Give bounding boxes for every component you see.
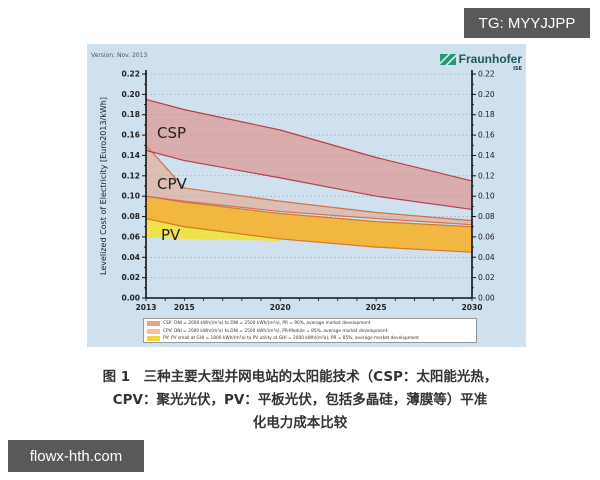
- svg-text:0.00: 0.00: [121, 294, 140, 303]
- svg-text:PV: PV: [161, 226, 181, 244]
- svg-text:CPV: CPV: [157, 175, 188, 193]
- svg-text:0.10: 0.10: [478, 192, 495, 201]
- svg-text:2015: 2015: [174, 303, 195, 312]
- svg-text:0.16: 0.16: [478, 131, 495, 140]
- svg-text:CSP: CSP: [157, 124, 186, 142]
- svg-text:0.08: 0.08: [478, 212, 495, 221]
- legend-item-pv: PV: PV small at GHI = 1800 kWh/(m²a) to …: [147, 335, 473, 343]
- svg-text:0.02: 0.02: [121, 273, 140, 282]
- svg-text:0.06: 0.06: [478, 232, 495, 241]
- svg-text:0.14: 0.14: [478, 151, 495, 160]
- svg-text:0.08: 0.08: [121, 212, 140, 221]
- svg-text:0.22: 0.22: [121, 70, 140, 79]
- svg-text:Levelized Cost of Electricity: Levelized Cost of Electricity [Euro2013/…: [99, 97, 108, 275]
- version-note: Version: Nov. 2013: [91, 52, 148, 59]
- chart-figure: Version: Nov. 2013 Fraunhofer ISE 0.00 0.…: [87, 44, 526, 347]
- svg-text:0.20: 0.20: [478, 90, 495, 99]
- svg-text:0.12: 0.12: [121, 171, 140, 180]
- logo-subtitle: ISE: [513, 66, 522, 72]
- svg-text:0.18: 0.18: [121, 110, 140, 119]
- fraunhofer-logo-icon: [439, 53, 456, 65]
- figure-caption: 图 1 三种主要大型并网电站的太阳能技术（CSP：太阳能光热， CPV：聚光光伏…: [102, 369, 498, 431]
- legend-swatch: [147, 321, 160, 327]
- svg-text:0.04: 0.04: [121, 253, 140, 262]
- fraunhofer-logo: Fraunhofer: [439, 52, 522, 66]
- svg-text:2025: 2025: [366, 303, 387, 312]
- legend-swatch: [147, 328, 160, 334]
- svg-text:0.12: 0.12: [478, 171, 495, 180]
- svg-text:0.00: 0.00: [478, 294, 495, 303]
- watermark-bottom: flowx-hth.com: [8, 440, 144, 472]
- svg-text:0.06: 0.06: [121, 232, 140, 241]
- chart-legend: CSP: DNI = 2000 kWh/(m²a) to DNI = 2500 …: [143, 318, 477, 343]
- svg-text:0.22: 0.22: [478, 70, 495, 79]
- svg-text:0.14: 0.14: [121, 151, 140, 160]
- svg-text:0.04: 0.04: [478, 253, 495, 262]
- legend-swatch: [147, 336, 160, 342]
- svg-text:0.18: 0.18: [478, 110, 495, 119]
- svg-text:0.02: 0.02: [478, 273, 495, 282]
- svg-text:0.16: 0.16: [121, 131, 140, 140]
- svg-text:0.20: 0.20: [121, 90, 140, 99]
- svg-text:2030: 2030: [462, 303, 483, 312]
- legend-item-csp: CSP: DNI = 2000 kWh/(m²a) to DNI = 2500 …: [147, 320, 473, 328]
- svg-text:0.10: 0.10: [121, 192, 140, 201]
- svg-text:2020: 2020: [270, 303, 291, 312]
- chart-plot: 0.00 0.00 0.02 0.02 0.04 0.04 0.06 0.06 0.08 0.08…: [99, 70, 495, 313]
- svg-text:2013: 2013: [136, 303, 157, 312]
- watermark-top: TG: MYYJJPP: [464, 8, 590, 38]
- legend-item-cpv: CPV: DNI = 2000 kWh/(m²a) to DNI = 2500 …: [147, 328, 473, 336]
